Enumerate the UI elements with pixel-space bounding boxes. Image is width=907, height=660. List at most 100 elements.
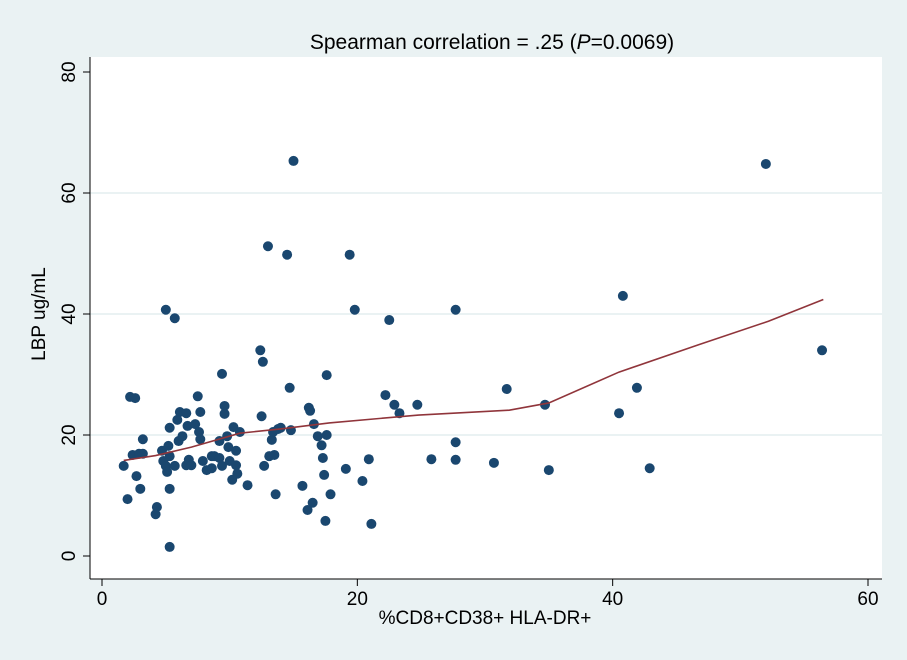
data-point: [231, 460, 242, 471]
data-point: [288, 155, 299, 166]
data-point: [412, 399, 423, 410]
data-point: [450, 304, 461, 315]
data-point: [181, 408, 192, 419]
data-point: [195, 407, 206, 418]
data-point: [164, 451, 175, 462]
data-point: [219, 400, 230, 411]
data-point: [321, 370, 332, 381]
data-point: [366, 518, 377, 529]
data-point: [192, 391, 203, 402]
data-point: [223, 442, 234, 453]
data-point: [137, 448, 148, 459]
x-axis-label: %CD8+CD38+ HLA-DR+: [379, 608, 592, 629]
data-point: [275, 422, 286, 433]
data-point: [302, 505, 313, 516]
data-point: [169, 460, 180, 471]
data-point: [644, 463, 655, 474]
data-point: [321, 430, 332, 440]
chart-title: Spearman correlation = .25 (P=0.0069): [310, 31, 674, 54]
data-point: [190, 419, 201, 430]
data-point: [357, 475, 368, 486]
data-point: [255, 345, 266, 356]
y-tick-label: 40: [59, 303, 80, 324]
data-point: [389, 399, 400, 410]
data-point: [164, 422, 175, 433]
data-point: [282, 249, 293, 260]
data-point: [450, 454, 461, 465]
y-tick-label: 0: [59, 551, 80, 562]
data-point: [169, 313, 180, 324]
data-point: [231, 445, 242, 456]
data-point: [219, 408, 230, 419]
data-point: [501, 384, 512, 395]
data-point: [340, 463, 351, 474]
data-point: [257, 356, 268, 367]
gridlines: [90, 192, 882, 436]
data-point: [543, 465, 554, 476]
data-point: [234, 426, 245, 437]
data-point: [162, 466, 173, 477]
data-point: [344, 249, 355, 260]
data-point: [217, 368, 228, 379]
data-point: [131, 471, 142, 482]
data-point: [325, 489, 336, 500]
lowess-fit-line: [123, 298, 824, 462]
data-point: [817, 345, 828, 356]
data-point: [160, 304, 171, 315]
data-point: [319, 469, 330, 480]
data-point: [262, 241, 273, 252]
data-point: [631, 382, 642, 393]
data-point: [297, 480, 308, 491]
data-point: [217, 460, 228, 471]
data-point: [172, 414, 183, 425]
y-tick-label: 60: [59, 182, 80, 203]
data-point: [269, 449, 280, 460]
data-point: [617, 290, 628, 301]
data-point: [384, 315, 395, 326]
data-point: [195, 434, 206, 445]
data-point: [320, 515, 331, 526]
y-tick-label: 80: [59, 61, 80, 82]
data-point: [242, 480, 253, 491]
data-point: [270, 489, 281, 500]
data-point: [259, 460, 270, 471]
y-axis-label: LBP ug/mL: [29, 267, 50, 361]
data-point: [305, 405, 316, 416]
data-point: [312, 431, 323, 442]
x-tick-label: 40: [602, 589, 623, 610]
data-point: [164, 483, 175, 494]
data-point: [135, 483, 146, 494]
data-point: [614, 408, 625, 419]
data-point: [177, 431, 188, 442]
data-point: [363, 454, 374, 465]
data-point: [349, 304, 360, 315]
data-point: [197, 456, 208, 467]
data-point: [214, 452, 225, 463]
x-tick-label: 60: [857, 589, 878, 610]
data-point: [284, 382, 295, 393]
x-tick-label: 0: [97, 589, 108, 610]
data-point: [450, 437, 461, 448]
data-point: [164, 541, 175, 552]
data-point: [760, 158, 771, 169]
data-point: [266, 434, 277, 445]
data-point: [182, 420, 193, 431]
data-point: [163, 440, 174, 451]
data-point: [256, 411, 267, 422]
data-point: [380, 390, 391, 401]
data-point: [186, 460, 197, 471]
data-point: [317, 452, 328, 463]
data-point: [130, 393, 141, 404]
data-point: [232, 468, 243, 479]
data-point: [488, 457, 499, 468]
data-point: [151, 501, 162, 512]
y-tick-label: 20: [59, 424, 80, 445]
data-point: [206, 463, 217, 474]
axis-ticks: 0 20 40 60 80 0 20 40 60: [59, 61, 879, 610]
x-tick-label: 20: [347, 589, 368, 610]
data-point: [122, 494, 133, 505]
data-point: [118, 460, 129, 471]
data-point: [137, 434, 148, 445]
data-point: [540, 399, 551, 410]
